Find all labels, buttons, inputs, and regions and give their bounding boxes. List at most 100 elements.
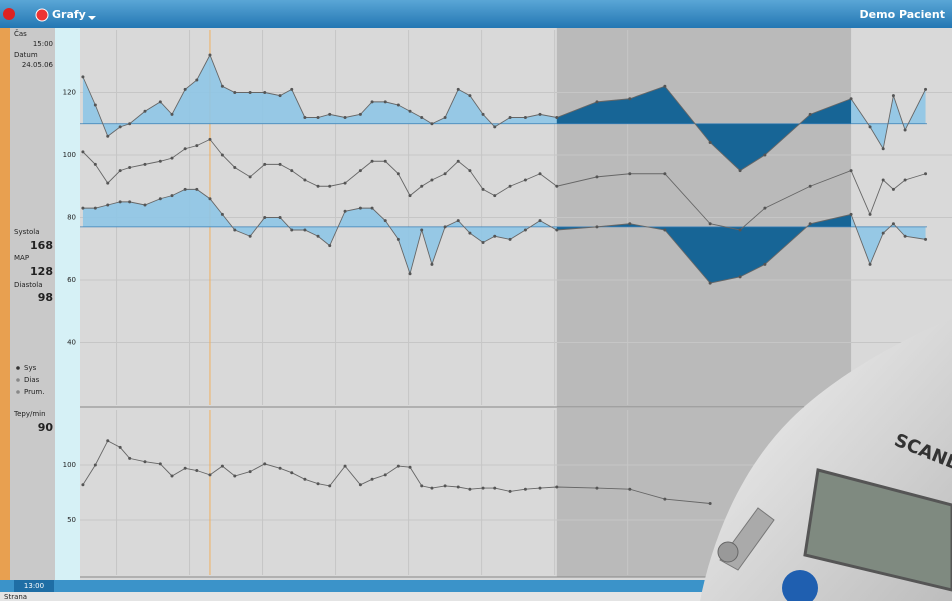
data-point	[595, 225, 599, 229]
dropdown-arrow[interactable]	[88, 16, 96, 20]
data-point	[383, 100, 387, 104]
data-point	[316, 234, 320, 238]
data-point	[663, 172, 667, 176]
data-point	[443, 172, 447, 176]
data-point	[195, 78, 199, 82]
data-point	[443, 116, 447, 119]
data-point	[555, 116, 559, 119]
data-point	[481, 187, 485, 191]
data-point	[170, 194, 174, 198]
data-point	[143, 203, 147, 207]
area-highlight	[556, 214, 852, 284]
time-label: Čas	[14, 29, 27, 38]
data-point	[290, 87, 294, 91]
data-point	[233, 91, 237, 94]
data-point	[663, 228, 667, 232]
data-point	[263, 216, 267, 219]
data-point	[263, 162, 267, 166]
data-point	[763, 206, 767, 210]
data-point	[595, 486, 599, 490]
menu-icon[interactable]	[3, 8, 15, 20]
data-point	[555, 184, 559, 188]
data-point	[170, 156, 174, 160]
data-point	[663, 84, 667, 88]
app-icon[interactable]	[35, 8, 49, 22]
data-point	[808, 222, 812, 226]
data-point	[481, 486, 485, 490]
data-point	[849, 212, 853, 216]
series-line	[82, 188, 926, 284]
data-point	[118, 200, 122, 204]
data-point	[468, 231, 472, 235]
data-point	[106, 181, 110, 185]
data-point	[81, 206, 85, 210]
diastolic-label: Diastola	[14, 281, 43, 289]
y-tick-label: 100	[63, 461, 76, 469]
data-point	[343, 464, 347, 468]
data-point	[468, 94, 472, 98]
data-point	[738, 275, 742, 279]
data-point	[208, 197, 212, 201]
sidebar	[10, 28, 55, 580]
device-photo: SCANL	[700, 318, 952, 601]
data-point	[328, 184, 332, 188]
data-point	[143, 109, 147, 113]
plot: 14:0015:0016:0017:0018:0019:0020:0021:00…	[63, 28, 952, 590]
series-line	[82, 138, 926, 231]
data-point	[555, 485, 559, 489]
data-point	[538, 219, 542, 223]
data-point	[278, 162, 282, 166]
data-point	[763, 153, 767, 157]
y-tick-label: 50	[67, 516, 76, 524]
data-point	[128, 200, 132, 204]
data-point	[370, 477, 374, 481]
time-value: 15:00	[33, 40, 53, 48]
data-point	[233, 228, 237, 232]
data-point	[924, 237, 928, 241]
data-point	[343, 181, 347, 185]
data-point	[881, 231, 885, 235]
data-point	[328, 484, 332, 488]
data-point	[183, 147, 187, 151]
data-point	[208, 137, 212, 141]
legend-marker	[16, 378, 20, 382]
data-point	[396, 237, 400, 241]
data-point	[343, 116, 347, 119]
data-point	[663, 497, 667, 501]
device-button	[782, 570, 818, 601]
data-point	[195, 469, 199, 472]
data-point	[481, 112, 485, 116]
data-point	[456, 219, 460, 223]
data-point	[343, 209, 347, 213]
series-line	[82, 53, 926, 172]
data-point	[493, 234, 497, 238]
data-point	[106, 439, 110, 443]
menu-title[interactable]: Grafy	[52, 8, 86, 21]
data-point	[508, 237, 512, 241]
data-point	[456, 87, 460, 91]
pulse-label: Tepy/min	[13, 410, 46, 418]
data-point	[383, 473, 387, 477]
data-point	[303, 477, 307, 481]
data-point	[508, 116, 512, 119]
data-point	[143, 162, 147, 166]
data-point	[263, 91, 267, 94]
y-tick-label: 100	[63, 151, 76, 159]
data-point	[738, 169, 742, 173]
data-point	[708, 502, 712, 505]
data-point	[708, 141, 712, 144]
legend-marker	[16, 366, 20, 370]
data-point	[81, 150, 85, 154]
axis-strip	[55, 28, 80, 580]
data-point	[849, 97, 853, 101]
data-point	[290, 228, 294, 232]
area-highlight	[556, 86, 852, 171]
legend-entry: Dias	[24, 376, 40, 384]
data-point	[128, 166, 132, 169]
data-point	[628, 172, 632, 176]
data-point	[408, 272, 412, 276]
data-point	[708, 222, 712, 226]
data-point	[924, 87, 928, 91]
data-point	[358, 169, 362, 173]
data-point	[248, 234, 252, 238]
